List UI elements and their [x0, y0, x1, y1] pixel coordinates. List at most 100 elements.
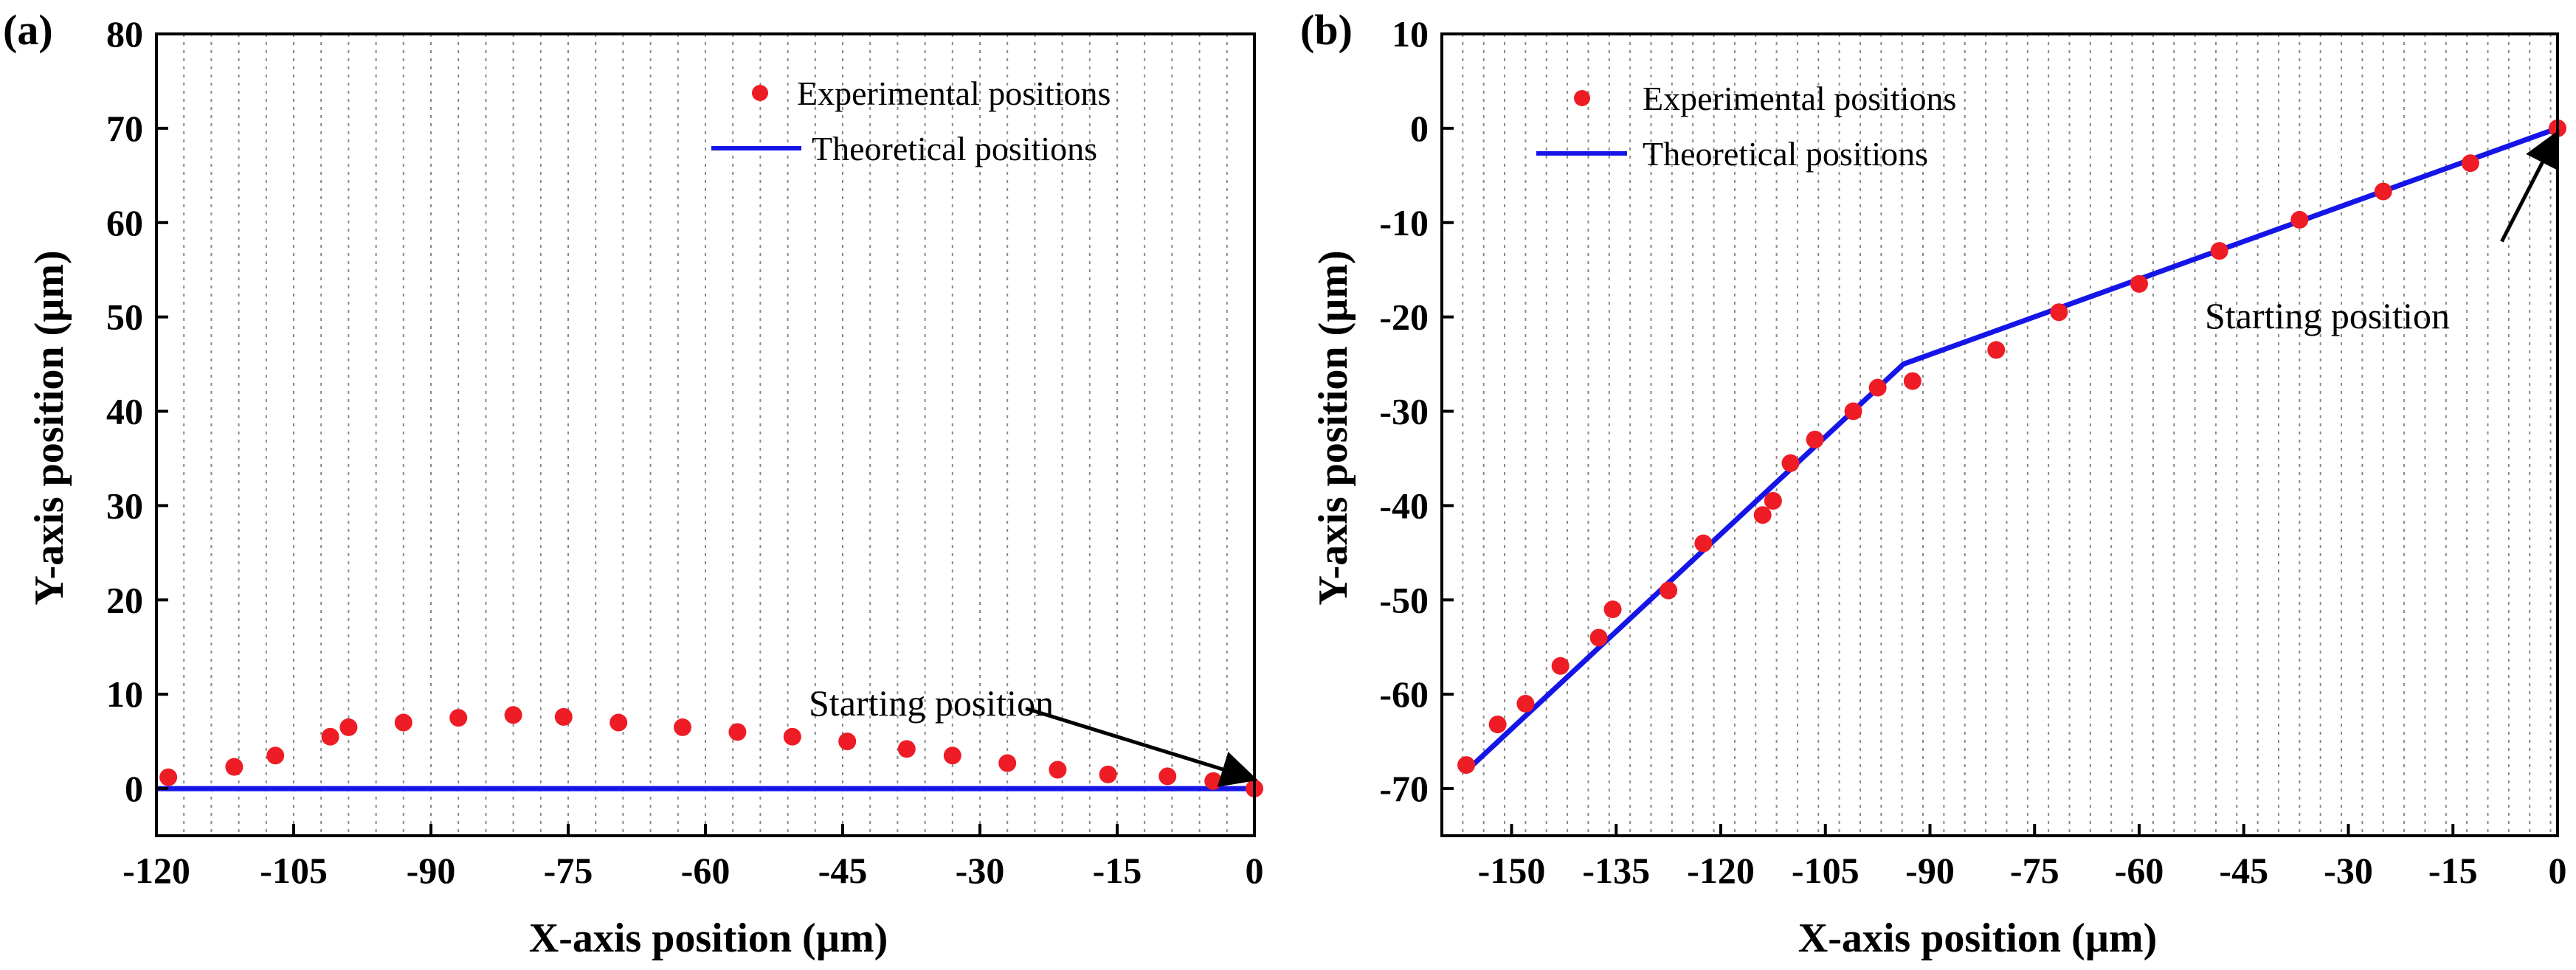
annotation-arrow: [1025, 706, 1258, 787]
data-point: [1457, 756, 1476, 775]
legend-label-theoretical-b: Theoretical positions: [1643, 135, 1928, 173]
y-tick-label: -60: [1379, 673, 1429, 715]
legend-marker-experimental-a: [752, 85, 768, 101]
data-point: [339, 718, 358, 736]
series-layer-b: [1457, 119, 2566, 775]
y-tick-label: -40: [1379, 485, 1429, 526]
data-point: [1516, 694, 1535, 713]
data-point: [1551, 657, 1570, 675]
y-tick-label: 70: [106, 108, 143, 149]
data-point: [1844, 402, 1862, 420]
plot-frame-b: [1440, 32, 2559, 837]
data-point: [943, 746, 961, 765]
x-tick-label: -45: [818, 850, 868, 891]
x-tick-label: -75: [544, 850, 593, 891]
x-tick-label: -105: [260, 850, 328, 891]
data-point: [1099, 765, 1117, 783]
series-layer-a: [156, 706, 1263, 798]
x-axis-label-b: X-axis position (µm): [1798, 915, 2158, 961]
x-tick-label: -150: [1478, 850, 1546, 891]
x-tick-label: -60: [681, 850, 731, 891]
annotation-layer-b: Starting position: [2205, 129, 2560, 336]
data-point: [783, 727, 801, 746]
data-point: [838, 732, 857, 751]
data-point: [1049, 761, 1067, 779]
data-point: [1868, 378, 1887, 397]
x-tick-label: -90: [407, 850, 456, 891]
y-tick-label: -70: [1379, 768, 1429, 809]
x-tick-label: -75: [2010, 850, 2059, 891]
panel-label-b: (b): [1300, 6, 1353, 54]
y-tick-label: 50: [106, 297, 143, 338]
data-point: [225, 758, 244, 776]
data-point: [2374, 182, 2392, 201]
x-tick-label: -90: [1905, 850, 1955, 891]
data-point: [998, 754, 1017, 772]
x-tick-label: 0: [1246, 850, 1264, 891]
data-point: [1158, 767, 1177, 786]
data-point: [321, 727, 339, 746]
data-point: [1660, 581, 1678, 600]
grid-layer-a: [183, 34, 1228, 836]
data-point: [1694, 534, 1713, 552]
annotation-starting-position-b: Starting position: [2205, 295, 2450, 336]
chart-panel-b: (b) -150 -135 -120 -105 -90 -75 -60 -45 -30 -15 0-…: [1300, 6, 2567, 961]
data-point: [394, 713, 412, 732]
x-tick-label: -15: [1093, 850, 1142, 891]
y-tick-label: 30: [106, 485, 143, 526]
y-tick-label: 40: [106, 391, 143, 432]
data-point: [554, 707, 573, 726]
data-point: [1603, 600, 1622, 619]
data-point: [2290, 210, 2309, 229]
data-point: [728, 723, 747, 741]
x-tick-label: -30: [956, 850, 1005, 891]
y-tick-label: 20: [106, 579, 143, 620]
data-point: [674, 718, 691, 736]
legend-label-theoretical-a: Theoretical positions: [812, 130, 1097, 167]
x-tick-label: -120: [122, 850, 190, 891]
x-tick-label: -45: [2219, 850, 2268, 891]
data-point: [266, 746, 285, 765]
annotation-layer-a: Starting position: [809, 682, 1258, 787]
x-tick-label: -120: [1687, 850, 1755, 891]
data-point: [1204, 772, 1223, 790]
y-tick-label: -50: [1379, 579, 1429, 620]
y-axis-label-b: Y-axis position (µm): [1311, 250, 1356, 605]
y-axis-label-a: Y-axis position (µm): [27, 250, 72, 605]
legend-a: Experimental positions Theoretical posit…: [711, 75, 1111, 167]
tick-layer-b: -150 -135 -120 -105 -90 -75 -60 -45 -30 -15 0-70-6…: [1379, 13, 2566, 891]
y-tick-label: -30: [1379, 391, 1429, 432]
annotation-arrow: [2500, 129, 2560, 243]
x-tick-label: 0: [2549, 850, 2567, 891]
x-tick-label: -135: [1582, 850, 1650, 891]
y-tick-label: 60: [106, 202, 143, 243]
data-point: [897, 740, 916, 758]
legend-marker-experimental-b: [1574, 90, 1590, 106]
y-tick-label: 10: [1392, 13, 1429, 55]
data-point: [1781, 454, 1800, 472]
data-point: [2210, 242, 2228, 260]
y-tick-label: 10: [106, 673, 143, 715]
data-point: [1753, 506, 1772, 524]
data-point: [2130, 274, 2148, 293]
data-point: [1488, 716, 1507, 734]
x-tick-label: -105: [1792, 850, 1860, 891]
annotation-starting-position-a: Starting position: [809, 682, 1054, 724]
x-tick-label: -15: [2428, 850, 2478, 891]
grid-layer-b: [1462, 34, 2552, 836]
data-point: [2050, 303, 2068, 322]
y-tick-label: 0: [125, 768, 143, 809]
data-point: [1903, 372, 1921, 390]
data-point: [1987, 341, 2006, 359]
legend-b: Experimental positions Theoretical posit…: [1536, 80, 1956, 173]
data-point: [2461, 154, 2479, 173]
y-tick-label: 80: [106, 13, 143, 55]
y-tick-label: 0: [1410, 108, 1429, 149]
theoretical-line: [1465, 125, 2559, 772]
y-tick-label: -20: [1379, 297, 1429, 338]
data-point: [1589, 628, 1608, 647]
data-point: [610, 713, 628, 732]
data-point: [504, 706, 522, 724]
x-axis-label-a: X-axis position (µm): [529, 915, 888, 961]
